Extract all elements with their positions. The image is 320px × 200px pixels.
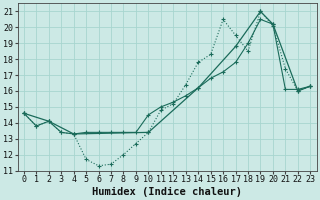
X-axis label: Humidex (Indice chaleur): Humidex (Indice chaleur): [92, 186, 242, 197]
